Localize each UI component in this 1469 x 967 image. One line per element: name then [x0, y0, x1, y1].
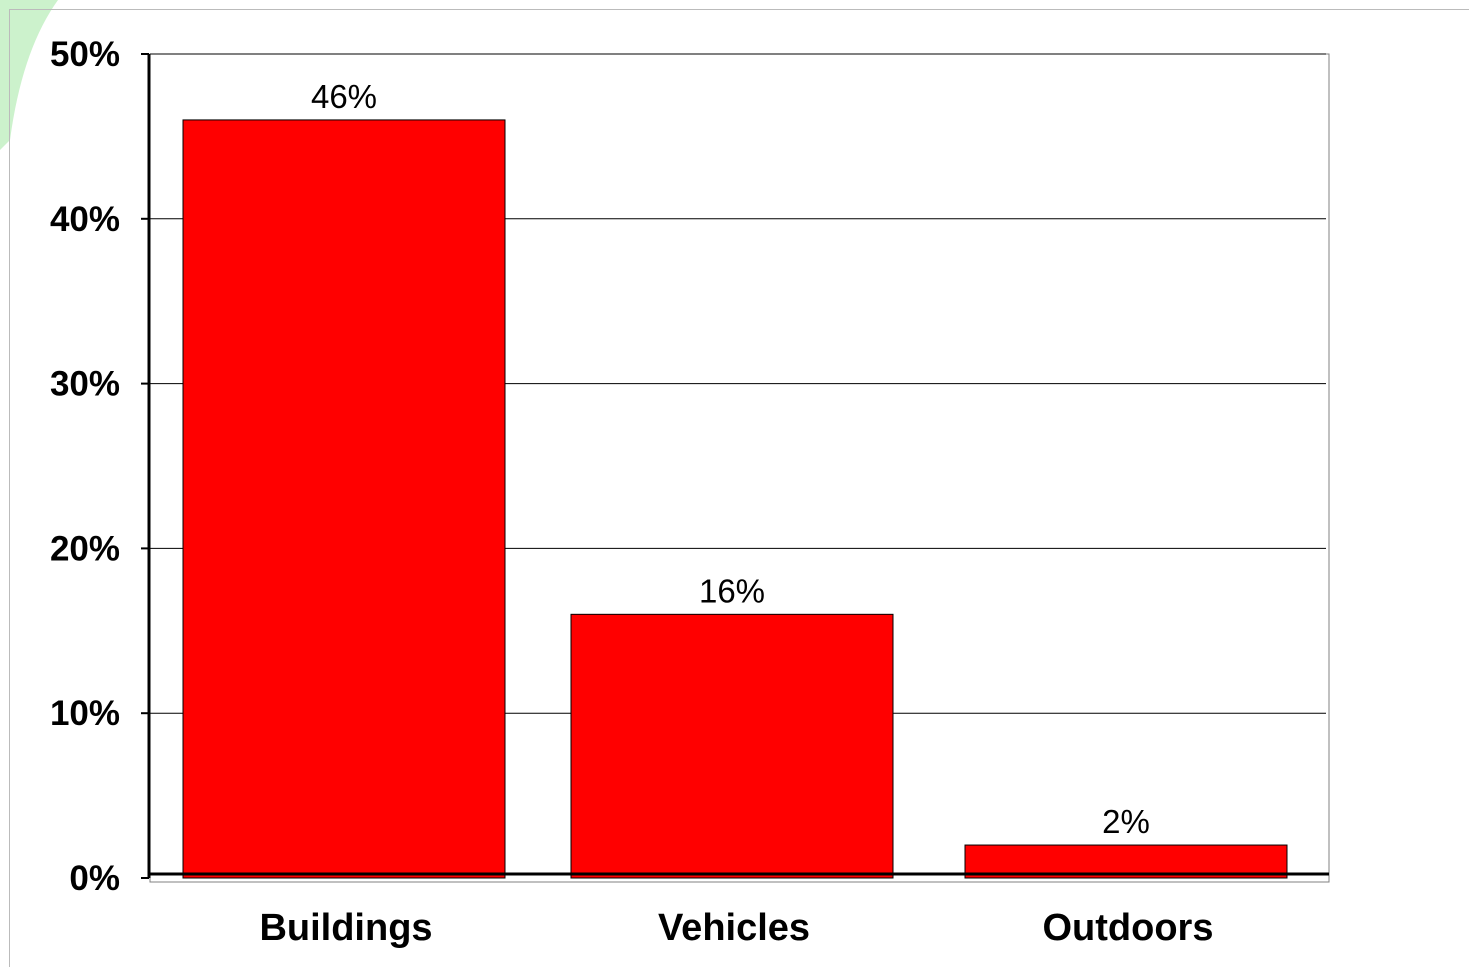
y-axis-ticks: 0% 10% 20% 30% 40% 50% — [50, 35, 149, 898]
y-tick-label: 20% — [50, 529, 120, 568]
bar-vehicles — [570, 613, 894, 879]
x-tick-label-vehicles: Vehicles — [658, 907, 810, 949]
y-tick-label: 0% — [69, 859, 120, 898]
x-tick-label-outdoors: Outdoors — [1043, 907, 1214, 949]
x-axis-ticks: Buildings Vehicles Outdoors — [259, 907, 1213, 949]
data-label-buildings: 46% — [311, 78, 377, 115]
slide-border — [9, 9, 1469, 967]
green-decoration — [0, 0, 58, 150]
bar-buildings — [182, 119, 506, 879]
y-tick-label: 30% — [50, 365, 120, 404]
y-tick-label: 10% — [50, 694, 120, 733]
y-tick-label: 50% — [50, 35, 120, 74]
data-label-vehicles: 16% — [699, 572, 765, 609]
bars — [182, 119, 1288, 879]
x-tick-label-buildings: Buildings — [259, 907, 432, 949]
data-labels: 46% 16% 2% — [311, 78, 1150, 840]
y-tick-label: 40% — [50, 200, 120, 239]
data-label-outdoors: 2% — [1102, 803, 1150, 840]
